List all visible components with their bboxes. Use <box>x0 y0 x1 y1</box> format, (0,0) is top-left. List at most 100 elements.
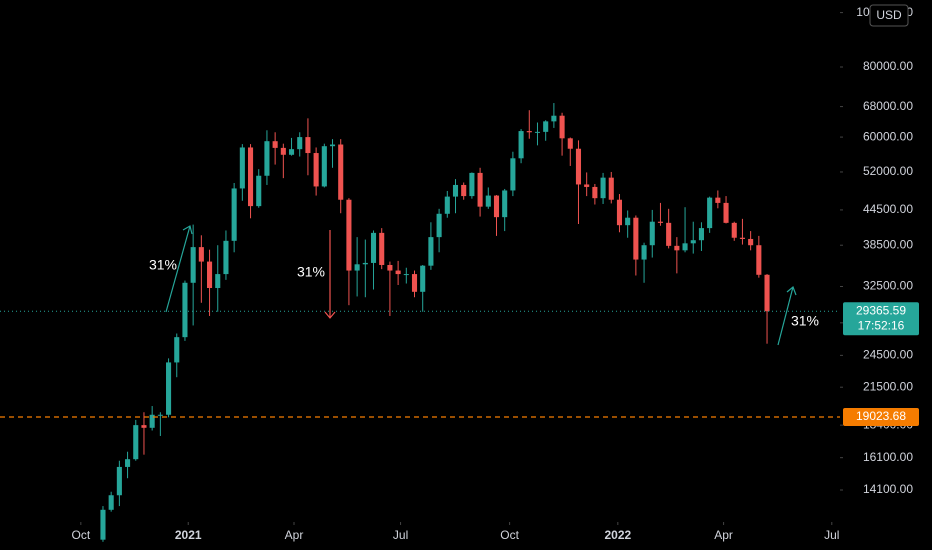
y-tick-label: 44500.00 <box>863 202 913 216</box>
candle-body <box>493 195 500 218</box>
candle-body <box>288 149 295 155</box>
candle-body <box>641 245 647 260</box>
candle-body <box>149 414 155 428</box>
candle-body <box>485 195 491 207</box>
candle-body <box>698 228 704 241</box>
candle-body <box>182 282 188 338</box>
candle-body <box>272 141 278 148</box>
candle-body <box>108 495 114 510</box>
candle-body <box>280 147 286 155</box>
y-tick-label: 60000.00 <box>863 129 913 143</box>
currency-label: USD <box>876 8 902 22</box>
candle-body <box>321 146 327 187</box>
candle-body <box>543 121 549 132</box>
candle-body <box>518 131 524 159</box>
last-price-box <box>843 302 919 336</box>
candle-body <box>354 264 360 271</box>
candle-body <box>403 274 409 276</box>
y-tick-label: 52000.00 <box>863 164 913 178</box>
candle-body <box>600 177 606 199</box>
candle-body <box>567 138 573 149</box>
candle-body <box>313 153 319 187</box>
currency-box <box>869 4 909 27</box>
candle-body <box>231 188 237 241</box>
countdown-label: 17:52:16 <box>858 318 905 332</box>
candle-body <box>174 337 180 363</box>
candle-body <box>584 184 590 187</box>
candle-body <box>444 196 450 214</box>
candle-body <box>526 131 532 133</box>
candle-body <box>666 222 672 246</box>
candle-body <box>469 172 475 197</box>
candle-body <box>739 237 745 239</box>
candle-body <box>329 144 336 147</box>
candle-body <box>264 141 270 176</box>
y-tick-label: 16100.00 <box>863 450 913 464</box>
x-tick-label: Jul <box>393 528 408 542</box>
candle-body <box>715 197 721 203</box>
candle-body <box>649 221 655 246</box>
y-tick-label: 21500.00 <box>863 379 913 393</box>
x-tick-label: Apr <box>714 528 733 542</box>
arrow <box>165 225 191 313</box>
candle-body <box>756 245 762 275</box>
y-tick-label: 80000.00 <box>863 59 913 73</box>
candle-body <box>559 115 565 139</box>
candle-body <box>100 509 106 540</box>
x-tick-label: 2022 <box>604 528 631 542</box>
candle-body <box>592 186 598 199</box>
candle-body <box>305 137 311 154</box>
candle-body <box>370 232 377 263</box>
candle-body <box>502 190 508 218</box>
candle-body <box>748 238 754 246</box>
candle-body <box>477 172 483 207</box>
y-tick-label: 38500.00 <box>863 237 913 251</box>
candle-body <box>608 177 614 200</box>
candle-body <box>125 459 131 467</box>
candle-body <box>452 184 459 197</box>
candle-body <box>657 221 663 223</box>
candle-body <box>166 362 172 415</box>
x-tick-label: Apr <box>285 528 304 542</box>
candle-body <box>625 217 631 226</box>
candle-body <box>395 270 401 275</box>
candle-body <box>690 240 696 244</box>
y-tick-label: 24500.00 <box>863 348 913 362</box>
x-tick-label: Jul <box>824 528 839 542</box>
candle-body <box>256 175 262 207</box>
x-tick-label: Oct <box>500 528 519 542</box>
candle-body <box>297 137 303 150</box>
candle-body <box>633 217 639 260</box>
candle-body <box>116 466 122 496</box>
y-tick-label: 68000.00 <box>863 99 913 113</box>
candle-body <box>362 262 368 265</box>
arrow <box>777 286 794 346</box>
annotation-label: 31% <box>297 264 325 280</box>
candle-body <box>379 232 385 265</box>
candle-body <box>215 274 221 289</box>
candle-body <box>420 265 426 292</box>
candle-body <box>551 115 557 122</box>
candle-body <box>239 147 245 189</box>
candle-body <box>674 245 680 251</box>
candle-body <box>387 264 393 271</box>
alert-label-box <box>843 408 919 427</box>
y-tick-label: 14100.00 <box>863 482 913 496</box>
last-price-label: 29365.59 <box>856 303 906 317</box>
candle-body <box>198 247 204 262</box>
arrow-head <box>786 285 797 296</box>
annotations: 31% 31% 31% <box>149 225 819 346</box>
candle-body <box>411 274 418 292</box>
arrow-head <box>182 225 193 235</box>
candle-body <box>346 199 352 271</box>
candle-body <box>461 184 467 197</box>
candle-body <box>190 247 196 283</box>
y-tick-label: 32500.00 <box>863 279 913 293</box>
candle-body <box>247 147 254 207</box>
x-tick-label: 2021 <box>175 528 202 542</box>
candle-body <box>436 213 442 238</box>
candle-body <box>223 240 229 275</box>
candle-body <box>133 425 139 460</box>
candle-body <box>731 222 737 238</box>
